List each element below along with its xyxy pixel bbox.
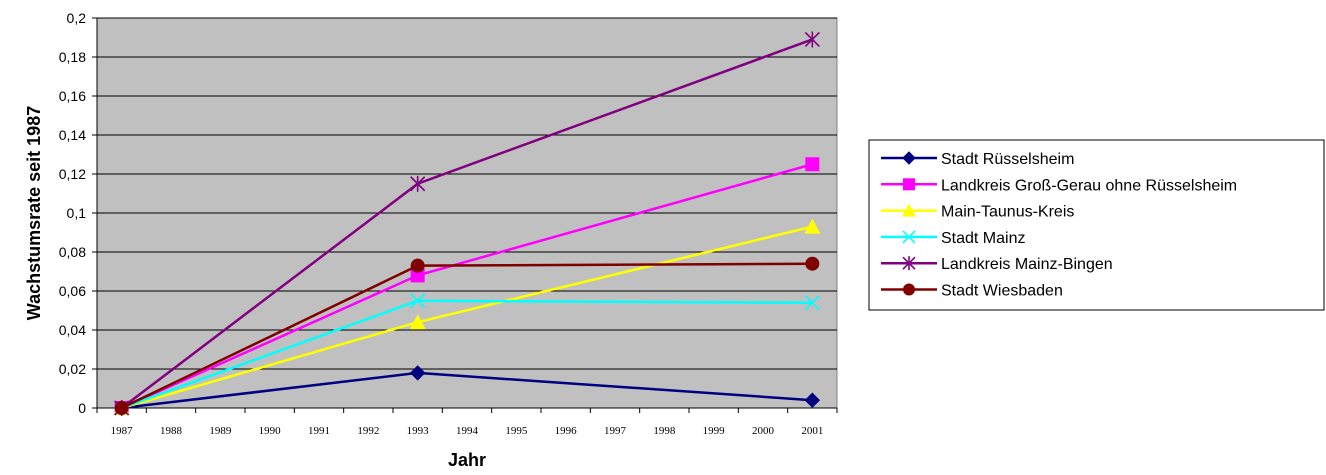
diamond-marker xyxy=(902,151,916,165)
legend-label: Landkreis Groß-Gerau ohne Rüsselsheim xyxy=(941,177,1237,194)
y-axis-title: Wachstumsrate seit 1987 xyxy=(24,106,44,320)
star-marker xyxy=(410,175,426,192)
star-marker xyxy=(804,31,820,48)
x-tick-label: 1988 xyxy=(160,425,183,437)
x-tick-label: 1993 xyxy=(407,425,430,437)
x-marker xyxy=(804,295,820,311)
legend-label: Stadt Mainz xyxy=(941,230,1025,247)
legend-entry: Main-Taunus-Kreis xyxy=(881,203,1074,221)
y-tick-label: 0,18 xyxy=(59,49,86,65)
legend-entry: Stadt Wiesbaden xyxy=(881,283,1063,300)
x-tick-label: 1998 xyxy=(653,425,676,437)
x-tick-label: 1987 xyxy=(111,425,134,437)
legend-box xyxy=(868,139,1325,311)
x-tick-label: 1992 xyxy=(357,425,379,437)
y-tick-label: 0 xyxy=(78,400,86,416)
y-tick-label: 0,14 xyxy=(59,127,86,143)
gridlines xyxy=(96,17,837,409)
y-tick-label: 0,08 xyxy=(59,244,86,260)
legend-label: Stadt Rüsselsheim xyxy=(941,151,1074,168)
legend: Stadt Rüsselsheim Landkreis Groß-Gerau oh… xyxy=(868,139,1325,311)
triangle-marker xyxy=(409,314,426,330)
diamond-marker xyxy=(804,392,821,408)
y-tick-label: 0,12 xyxy=(59,166,86,182)
x-axis-ticks: 1987 1988 1989 1990 1991 1992 1993 1994 1995 1996… xyxy=(96,408,838,437)
y-axis-ticks: 0 0,02 0,04 0,06 0,08 0,1 0,12 0,14 0,16 0,18 0,2 xyxy=(59,10,97,416)
y-tick-label: 0,02 xyxy=(59,361,86,377)
x-marker xyxy=(410,293,426,309)
x-tick-label: 1989 xyxy=(209,425,232,437)
x-tick-label: 1990 xyxy=(259,425,282,437)
y-tick-label: 0,2 xyxy=(67,10,87,26)
circle-marker xyxy=(114,401,129,415)
circle-marker xyxy=(903,283,915,296)
triangle-marker xyxy=(804,218,821,234)
x-tick-label: 1991 xyxy=(308,425,330,437)
series-stadt-wiesbaden xyxy=(114,256,820,415)
diamond-marker xyxy=(409,365,426,381)
legend-entry: Landkreis Groß-Gerau ohne Rüsselsheim xyxy=(881,177,1237,194)
y-tick-label: 0,1 xyxy=(67,205,87,221)
triangle-marker xyxy=(902,203,916,217)
series-layer xyxy=(113,31,821,416)
circle-marker xyxy=(410,258,425,273)
square-marker xyxy=(903,178,915,191)
x-tick-label: 2001 xyxy=(801,425,823,437)
y-tick-label: 0,06 xyxy=(59,283,86,299)
legend-entry: Landkreis Mainz-Bingen xyxy=(881,256,1113,273)
x-tick-label: 2000 xyxy=(752,425,775,437)
y-tick-label: 0,04 xyxy=(59,322,86,338)
x-tick-label: 1995 xyxy=(505,425,528,437)
x-tick-label: 1994 xyxy=(456,425,479,437)
x-tick-label: 1997 xyxy=(604,425,627,437)
x-tick-label: 1999 xyxy=(703,425,726,437)
legend-entry: Stadt Mainz xyxy=(881,230,1025,247)
legend-entry: Stadt Rüsselsheim xyxy=(881,151,1074,168)
x-axis-title: Jahr xyxy=(448,450,486,470)
legend-label: Main-Taunus-Kreis xyxy=(941,204,1074,221)
x-marker xyxy=(902,230,916,244)
legend-label: Stadt Wiesbaden xyxy=(941,283,1063,300)
square-marker xyxy=(805,157,820,172)
y-tick-label: 0,16 xyxy=(59,88,86,104)
star-marker xyxy=(902,256,916,271)
legend-label: Landkreis Mainz-Bingen xyxy=(941,256,1113,273)
x-tick-label: 1996 xyxy=(555,425,578,437)
square-marker xyxy=(410,268,425,283)
circle-marker xyxy=(805,256,820,271)
